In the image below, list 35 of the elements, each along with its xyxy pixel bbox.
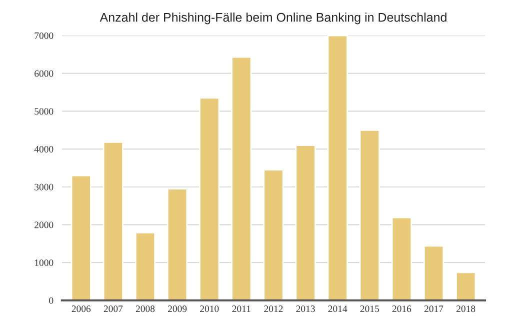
x-tick-label: 2017 — [424, 306, 444, 312]
x-tick-label: 2015 — [360, 306, 379, 312]
x-tick-label: 2016 — [392, 306, 412, 312]
bar — [199, 97, 220, 300]
bar — [423, 245, 444, 300]
y-tick-label: 5000 — [34, 108, 54, 115]
x-tick-label: 2007 — [104, 306, 123, 312]
x-tick-label: 2010 — [200, 306, 219, 312]
bar — [263, 169, 284, 300]
bar — [455, 272, 476, 300]
x-tick-label: 2009 — [168, 306, 187, 312]
chart-title: Anzahl der Phishing-Fälle beim Online Banking in Deutschland — [100, 12, 446, 24]
bar — [134, 232, 156, 300]
bar — [327, 36, 348, 300]
y-tick-label: 1000 — [34, 259, 54, 266]
x-tick-label: 2012 — [264, 306, 283, 312]
bar — [167, 188, 188, 300]
x-tick-label: 2008 — [136, 306, 155, 312]
x-tick-label: 2011 — [232, 306, 250, 312]
x-tick-label: 2014 — [328, 306, 348, 312]
x-tick-label: 2006 — [72, 306, 91, 312]
x-tick-label: 2018 — [456, 306, 476, 312]
y-tick-label: 0 — [49, 297, 54, 304]
y-tick-label: 3000 — [34, 184, 54, 190]
bar — [359, 129, 380, 300]
y-tick-label: 4000 — [34, 146, 54, 153]
bar — [70, 174, 92, 300]
bar — [231, 56, 252, 300]
y-tick-label: 7000 — [34, 32, 54, 39]
x-tick-label: 2013 — [296, 306, 315, 312]
bar — [391, 216, 412, 300]
bar — [102, 142, 124, 300]
y-tick-label: 6000 — [34, 70, 54, 77]
bar — [295, 144, 316, 300]
y-tick-label: 2000 — [34, 222, 54, 228]
